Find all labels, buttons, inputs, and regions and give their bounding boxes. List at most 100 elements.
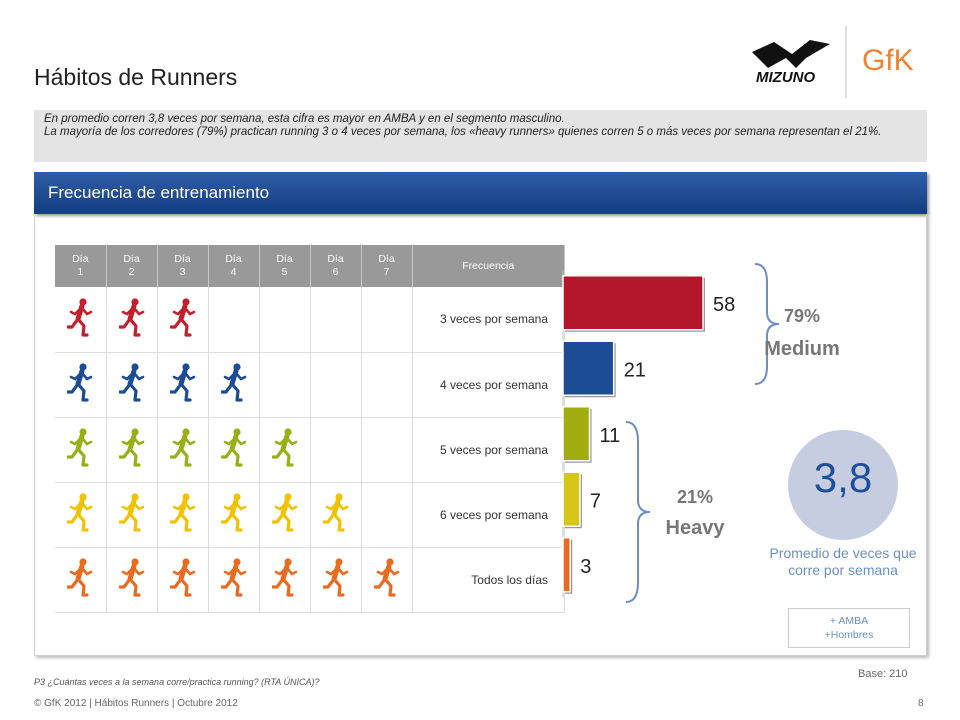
table-row: Todos los días: [55, 547, 565, 613]
runner-icon: [169, 493, 196, 536]
runner-icon: [169, 363, 196, 406]
day-header-1: Día 1: [55, 245, 107, 287]
day-header-2: Día 2: [106, 245, 158, 287]
day-cell: [157, 417, 209, 483]
runner-icon: [169, 558, 196, 601]
runner-icon: [220, 363, 247, 406]
day-cell: [259, 287, 311, 353]
table-row: 4 veces por semana: [55, 352, 565, 418]
runner-icon: [67, 363, 93, 406]
day-cell: [361, 547, 413, 613]
day-cell: [259, 482, 311, 548]
frequency-header: Frecuencia: [412, 245, 565, 287]
bar-value-label: 3: [580, 556, 591, 578]
day-cell: [259, 352, 311, 418]
summary-box: En promedio corren 3,8 veces por semana,…: [34, 110, 927, 162]
runner-icon: [118, 428, 145, 471]
bar-value-label: 11: [600, 425, 621, 447]
day-cell: [157, 352, 209, 418]
table-row: 3 veces por semana: [55, 287, 565, 353]
frequency-label: 4 veces por semana: [412, 352, 565, 418]
day-cell: [106, 287, 158, 353]
bar: [562, 275, 704, 331]
runner-icon: [118, 363, 145, 406]
question-text: P3 ¿Cuántas veces a la semana corre/prac…: [34, 677, 320, 687]
segment-note-hombres: +Hombres: [824, 629, 874, 641]
table-row: 5 veces por semana: [55, 417, 565, 483]
runner-icon: [118, 493, 145, 536]
bar: [562, 471, 581, 527]
bar: [562, 537, 571, 593]
frequency-label: 5 veces por semana: [412, 417, 565, 483]
summary-line-2: La mayoría de los corredores (79%) pract…: [44, 126, 882, 138]
runner-icon: [169, 298, 196, 341]
day-cell: [310, 547, 362, 613]
day-cell: [55, 482, 107, 548]
medium-label: Medium: [764, 338, 840, 360]
bar: [562, 406, 591, 462]
runner-icon: [220, 493, 247, 536]
gfk-wordmark: GfK: [862, 44, 914, 77]
day-cell: [310, 482, 362, 548]
frequency-bar-chart: 58 21 11 7 3: [562, 270, 735, 598]
section-title: Frecuencia de entrenamiento: [34, 172, 927, 214]
runner-icon: [373, 558, 400, 601]
runner-icon: [220, 558, 247, 601]
runner-icon: [118, 298, 145, 341]
frequency-label: 3 veces por semana: [412, 287, 565, 353]
day-cell: [106, 352, 158, 418]
bar-value-label: 7: [590, 490, 601, 512]
logos: MIZUNO GfK: [740, 24, 930, 98]
day-cell: [157, 482, 209, 548]
day-header-6: Día 6: [310, 245, 362, 287]
base-count: Base: 210: [858, 668, 908, 680]
runner-icon: [271, 558, 298, 601]
bar: [562, 340, 615, 396]
day-cell: [259, 417, 311, 483]
day-header-7: Día 7: [361, 245, 413, 287]
frequency-label: 6 veces por semana: [412, 482, 565, 548]
footer-text: © GfK 2012 | Hábitos Runners | Octubre 2…: [34, 698, 238, 709]
medium-bracket-icon: [754, 263, 780, 385]
day-header-3: Día 3: [157, 245, 209, 287]
frequency-label: Todos los días: [412, 547, 565, 613]
content-panel: [34, 214, 927, 656]
heavy-percentage: 21%: [676, 487, 714, 507]
runner-icon: [271, 428, 298, 471]
runner-icon: [67, 428, 93, 471]
segment-note-box: + AMBA +Hombres: [788, 608, 910, 648]
mizuno-logo-icon: MIZUNO GfK: [752, 26, 930, 98]
day-cell: [208, 287, 260, 353]
day-cell: [55, 352, 107, 418]
average-value: 3,8: [813, 454, 873, 501]
day-header-5: Día 5: [259, 245, 311, 287]
runner-icon: [67, 298, 93, 341]
bar-value-label: 21: [624, 359, 646, 381]
table-header-row: Día 1 Día 2 Día 3 Día 4 Día 5 Día 6 Día 7 Frecuencia: [55, 245, 565, 287]
day-cell: [361, 417, 413, 483]
day-cell: [208, 417, 260, 483]
day-cell: [259, 547, 311, 613]
day-cell: [157, 547, 209, 613]
day-cell: [106, 482, 158, 548]
day-cell: [208, 482, 260, 548]
runner-icon: [271, 493, 298, 536]
day-cell: [157, 287, 209, 353]
day-cell: [55, 417, 107, 483]
segment-note-amba: + AMBA: [829, 615, 869, 627]
bar-value-label: 58: [713, 294, 735, 316]
page-title: Hábitos de Runners: [34, 64, 238, 90]
day-cell: [208, 547, 260, 613]
day-cell: [106, 547, 158, 613]
runner-icon: [322, 558, 349, 601]
runner-icon: [67, 493, 93, 536]
summary-line-1: En promedio corren 3,8 veces por semana,…: [44, 113, 565, 125]
day-cell: [361, 482, 413, 548]
day-cell: [55, 287, 107, 353]
heavy-bracket-icon: [625, 421, 651, 603]
day-cell: [361, 352, 413, 418]
medium-percentage: 79%: [783, 306, 821, 326]
average-circle: 3,8: [788, 430, 898, 540]
page-number: 8: [918, 698, 924, 709]
